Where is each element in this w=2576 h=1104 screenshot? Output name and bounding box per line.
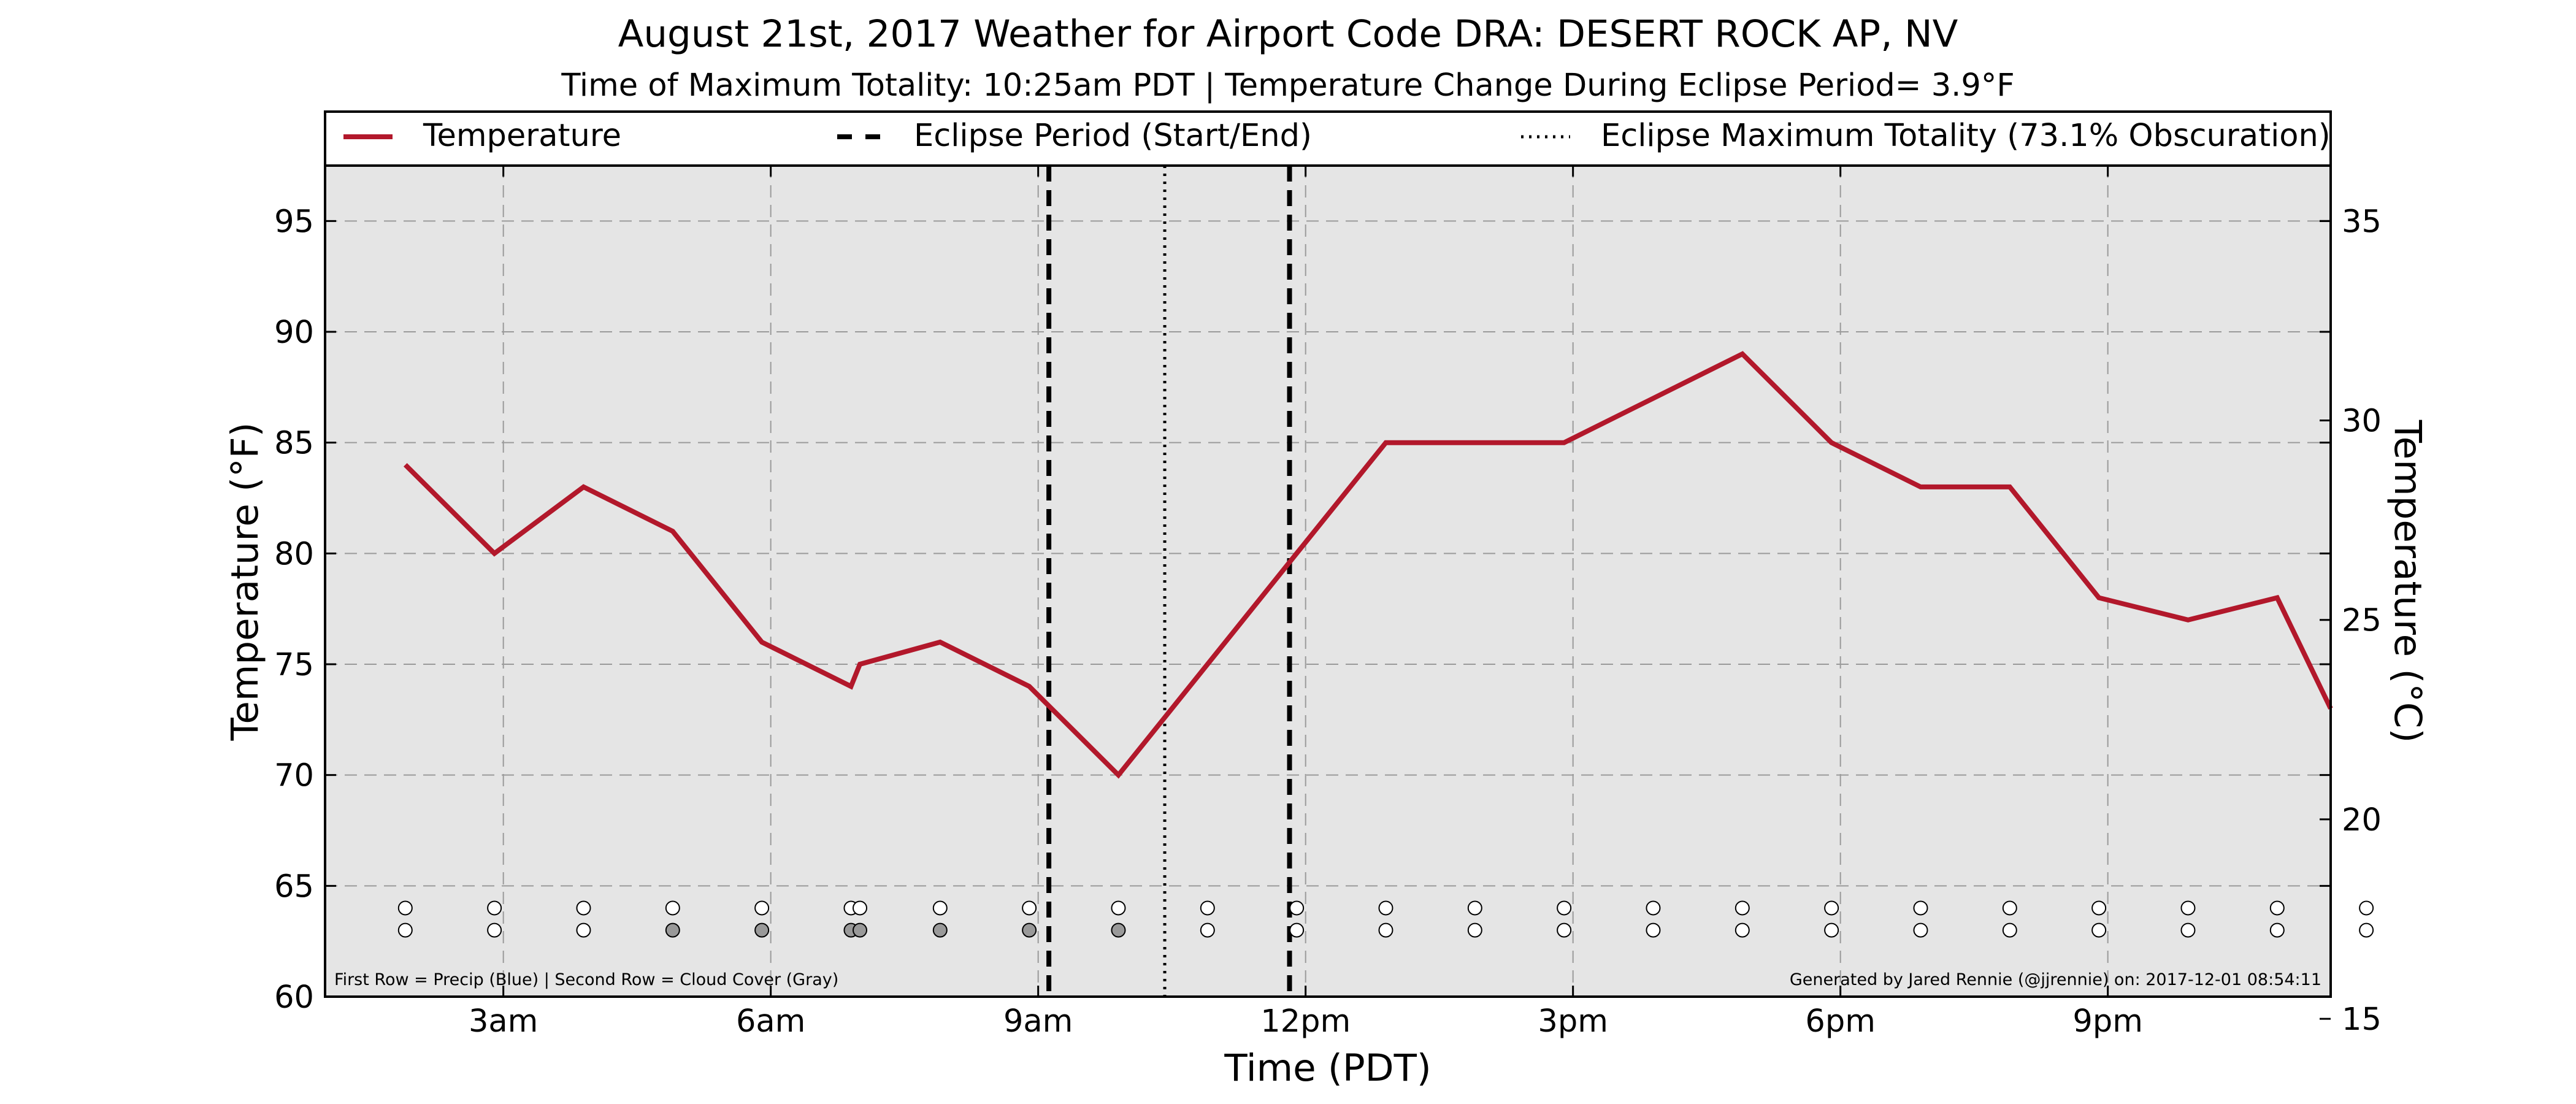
eclipse-lines bbox=[1046, 166, 1292, 997]
precip-marker bbox=[2091, 900, 2107, 916]
precip-marker bbox=[2269, 900, 2285, 916]
cloud-marker bbox=[1289, 922, 1305, 938]
cloud-marker bbox=[1646, 922, 1661, 938]
cloud-marker bbox=[2180, 922, 2196, 938]
footnote-right: Generated by Jared Rennie (@jjrennie) on… bbox=[1790, 970, 2321, 989]
cloud-marker bbox=[576, 922, 591, 938]
y-right-tick-label: 25 bbox=[2342, 603, 2382, 639]
legend-label-temperature: Temperature bbox=[423, 118, 621, 154]
legend: Temperature Eclipse Period (Start/End) E… bbox=[324, 110, 2332, 167]
precip-marker bbox=[397, 900, 413, 916]
precip-marker bbox=[2002, 900, 2017, 916]
cloud-marker bbox=[2269, 922, 2285, 938]
precip-marker bbox=[2180, 900, 2196, 916]
plot-background bbox=[325, 166, 2331, 997]
cloud-marker bbox=[1111, 922, 1126, 938]
precip-marker bbox=[1824, 900, 1839, 916]
cloud-marker bbox=[1913, 922, 1928, 938]
y-axis-left: 60 65 70 75 80 85 90 95 bbox=[274, 204, 2331, 1016]
x-tick-label: 9am bbox=[1003, 1003, 1073, 1040]
precip-marker bbox=[1022, 900, 1037, 916]
cloud-marker bbox=[665, 922, 680, 938]
cloud-marker bbox=[2359, 922, 2374, 938]
x-axis-label: Time (PDT) bbox=[1224, 1046, 1431, 1090]
x-tick-label: 9pm bbox=[2072, 1003, 2143, 1040]
cloud-marker bbox=[487, 922, 502, 938]
weather-markers bbox=[397, 900, 2374, 938]
cloud-marker bbox=[853, 922, 867, 938]
precip-marker bbox=[1378, 900, 1393, 916]
precip-marker bbox=[1646, 900, 1661, 916]
cloud-marker bbox=[754, 922, 770, 938]
plot-area: First Row = Precip (Blue) | Second Row =… bbox=[324, 164, 2374, 998]
precip-marker bbox=[665, 900, 680, 916]
precip-marker bbox=[576, 900, 591, 916]
y-tick-label: 75 bbox=[274, 647, 314, 683]
y-right-tick-label: 15 bbox=[2342, 1002, 2382, 1038]
precip-marker bbox=[1289, 900, 1305, 916]
cloud-marker bbox=[397, 922, 413, 938]
cloud-marker bbox=[2091, 922, 2107, 938]
y-tick-label: 95 bbox=[274, 204, 314, 240]
precip-marker bbox=[853, 900, 867, 916]
series-layer bbox=[403, 351, 2333, 779]
series-line-temperature bbox=[403, 351, 2333, 779]
cloud-marker bbox=[1022, 922, 1037, 938]
grid-lines bbox=[325, 166, 2331, 997]
y-axis-right: 15 20 25 30 35 bbox=[2320, 204, 2382, 1038]
cloud-marker bbox=[1824, 922, 1839, 938]
x-tick-label: 12pm bbox=[1260, 1003, 1351, 1040]
cloud-marker bbox=[1378, 922, 1393, 938]
precip-marker bbox=[1913, 900, 1928, 916]
x-tick-label: 3am bbox=[469, 1003, 538, 1040]
footnote-left: First Row = Precip (Blue) | Second Row =… bbox=[334, 970, 838, 989]
precip-marker bbox=[487, 900, 502, 916]
precip-marker bbox=[1735, 900, 1750, 916]
chart-subtitle: Time of Maximum Totality: 10:25am PDT | … bbox=[561, 67, 2014, 104]
cloud-marker bbox=[1557, 922, 1572, 938]
x-tick-label: 6am bbox=[736, 1003, 805, 1040]
y-axis-label-left: Temperature (°F) bbox=[223, 423, 267, 742]
y-tick-label: 60 bbox=[274, 979, 314, 1016]
x-tick-label: 6pm bbox=[1805, 1003, 1876, 1040]
y-tick-label: 90 bbox=[274, 315, 314, 351]
precip-marker bbox=[1200, 900, 1215, 916]
precip-marker bbox=[1467, 900, 1482, 916]
precip-marker bbox=[932, 900, 948, 916]
precip-marker bbox=[754, 900, 770, 916]
x-axis: 3am 6am 9am 12pm 3pm 6pm 9pm bbox=[469, 166, 2143, 1040]
y-tick-label: 80 bbox=[274, 536, 314, 572]
precip-marker bbox=[1111, 900, 1126, 916]
y-tick-label: 85 bbox=[274, 426, 314, 462]
chart-title: August 21st, 2017 Weather for Airport Co… bbox=[618, 12, 1958, 56]
x-tick-label: 3pm bbox=[1538, 1003, 1608, 1040]
legend-box bbox=[324, 110, 2332, 167]
precip-marker bbox=[2359, 900, 2374, 916]
precip-marker bbox=[1557, 900, 1572, 916]
y-axis-label-right: Temperature (°C) bbox=[2386, 420, 2429, 743]
y-right-tick-label: 35 bbox=[2342, 204, 2382, 240]
cloud-marker bbox=[1735, 922, 1750, 938]
legend-label-eclipse-period: Eclipse Period (Start/End) bbox=[914, 118, 1312, 154]
y-right-tick-label: 30 bbox=[2342, 404, 2382, 440]
cloud-marker bbox=[932, 922, 948, 938]
y-right-tick-label: 20 bbox=[2342, 802, 2382, 838]
cloud-marker bbox=[1200, 922, 1215, 938]
cloud-marker bbox=[1467, 922, 1482, 938]
y-tick-label: 65 bbox=[274, 868, 314, 905]
cloud-marker bbox=[2002, 922, 2017, 938]
y-tick-label: 70 bbox=[274, 758, 314, 794]
legend-label-eclipse-max: Eclipse Maximum Totality (73.1% Obscurat… bbox=[1601, 118, 2331, 154]
